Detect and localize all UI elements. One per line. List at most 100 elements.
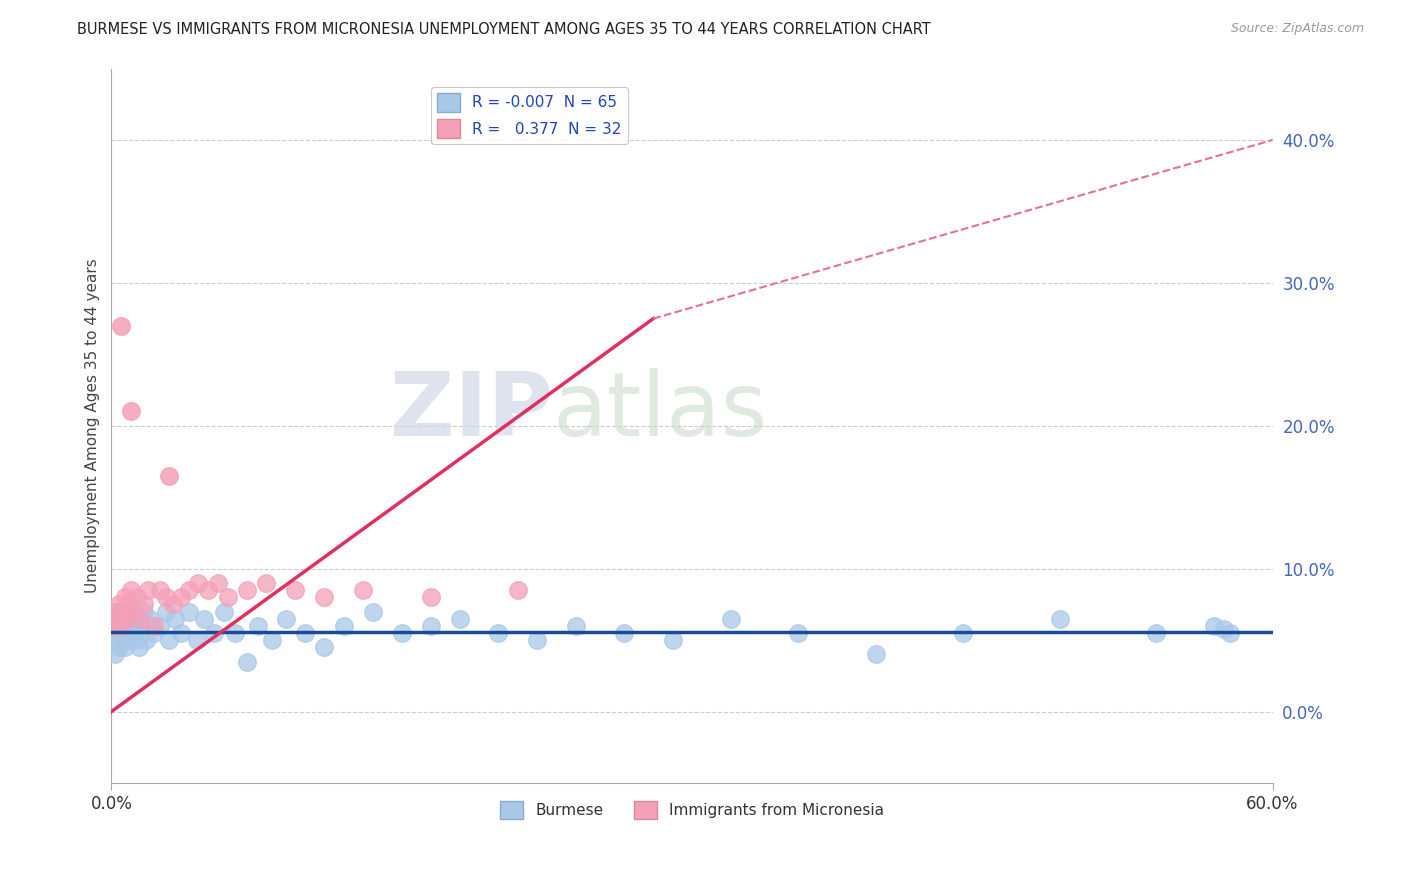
Point <box>125 612 148 626</box>
Point <box>170 626 193 640</box>
Point <box>186 633 208 648</box>
Point <box>1204 619 1226 633</box>
Point <box>108 598 131 612</box>
Point <box>202 626 225 640</box>
Point <box>274 612 297 626</box>
Point <box>260 633 283 648</box>
Point <box>177 605 200 619</box>
Point <box>419 619 441 633</box>
Point <box>104 605 127 619</box>
Point <box>111 633 134 648</box>
Point <box>110 318 132 333</box>
Point <box>114 619 136 633</box>
Point <box>254 576 277 591</box>
Point <box>143 619 166 633</box>
Point <box>314 591 336 605</box>
Point <box>114 591 136 605</box>
Point <box>332 619 354 633</box>
Point <box>115 612 138 626</box>
Point <box>103 619 125 633</box>
Point <box>111 612 134 626</box>
Point <box>115 605 138 619</box>
Point <box>120 404 142 418</box>
Point <box>120 583 142 598</box>
Point <box>165 612 187 626</box>
Point <box>125 591 148 605</box>
Point <box>236 655 259 669</box>
Point <box>162 598 184 612</box>
Point <box>105 612 128 626</box>
Point <box>224 626 246 640</box>
Point <box>187 576 209 591</box>
Point <box>506 583 529 598</box>
Point <box>1219 626 1241 640</box>
Point <box>121 619 143 633</box>
Point <box>787 626 810 640</box>
Point <box>661 633 683 648</box>
Point <box>110 626 132 640</box>
Point <box>197 583 219 598</box>
Point <box>131 626 153 640</box>
Point <box>212 605 235 619</box>
Text: Source: ZipAtlas.com: Source: ZipAtlas.com <box>1230 22 1364 36</box>
Point <box>108 640 131 655</box>
Point <box>170 591 193 605</box>
Point <box>159 468 181 483</box>
Point <box>352 583 374 598</box>
Point <box>149 619 172 633</box>
Point <box>177 583 200 598</box>
Point <box>136 583 159 598</box>
Point <box>294 626 316 640</box>
Point <box>236 583 259 598</box>
Point <box>134 605 156 619</box>
Point <box>1213 622 1236 636</box>
Point <box>155 605 177 619</box>
Point <box>193 612 215 626</box>
Point <box>361 605 384 619</box>
Point <box>118 633 141 648</box>
Legend: Burmese, Immigrants from Micronesia: Burmese, Immigrants from Micronesia <box>494 795 890 825</box>
Point <box>108 619 131 633</box>
Point <box>118 598 141 612</box>
Point <box>952 626 974 640</box>
Point <box>449 612 471 626</box>
Point <box>104 648 127 662</box>
Y-axis label: Unemployment Among Ages 35 to 44 years: Unemployment Among Ages 35 to 44 years <box>86 259 100 593</box>
Text: ZIP: ZIP <box>389 368 553 455</box>
Point <box>124 633 146 648</box>
Point <box>110 619 132 633</box>
Point <box>105 633 128 648</box>
Point <box>613 626 636 640</box>
Point <box>114 640 136 655</box>
Point <box>120 605 142 619</box>
Point <box>115 626 138 640</box>
Point <box>129 619 152 633</box>
Point <box>159 633 181 648</box>
Point <box>149 583 172 598</box>
Text: atlas: atlas <box>553 368 768 455</box>
Point <box>284 583 307 598</box>
Text: BURMESE VS IMMIGRANTS FROM MICRONESIA UNEMPLOYMENT AMONG AGES 35 TO 44 YEARS COR: BURMESE VS IMMIGRANTS FROM MICRONESIA UN… <box>77 22 931 37</box>
Point <box>143 626 166 640</box>
Point <box>391 626 413 640</box>
Point <box>103 626 125 640</box>
Point <box>129 612 152 626</box>
Point <box>488 626 510 640</box>
Point <box>207 576 229 591</box>
Point <box>105 605 128 619</box>
Point <box>128 640 150 655</box>
Point <box>565 619 588 633</box>
Point <box>720 612 742 626</box>
Point <box>419 591 441 605</box>
Point <box>111 605 134 619</box>
Point <box>121 605 143 619</box>
Point <box>134 598 156 612</box>
Point <box>1049 612 1071 626</box>
Point <box>155 591 177 605</box>
Point <box>1144 626 1167 640</box>
Point <box>118 612 141 626</box>
Point <box>217 591 239 605</box>
Point <box>865 648 887 662</box>
Point <box>104 612 127 626</box>
Point <box>314 640 336 655</box>
